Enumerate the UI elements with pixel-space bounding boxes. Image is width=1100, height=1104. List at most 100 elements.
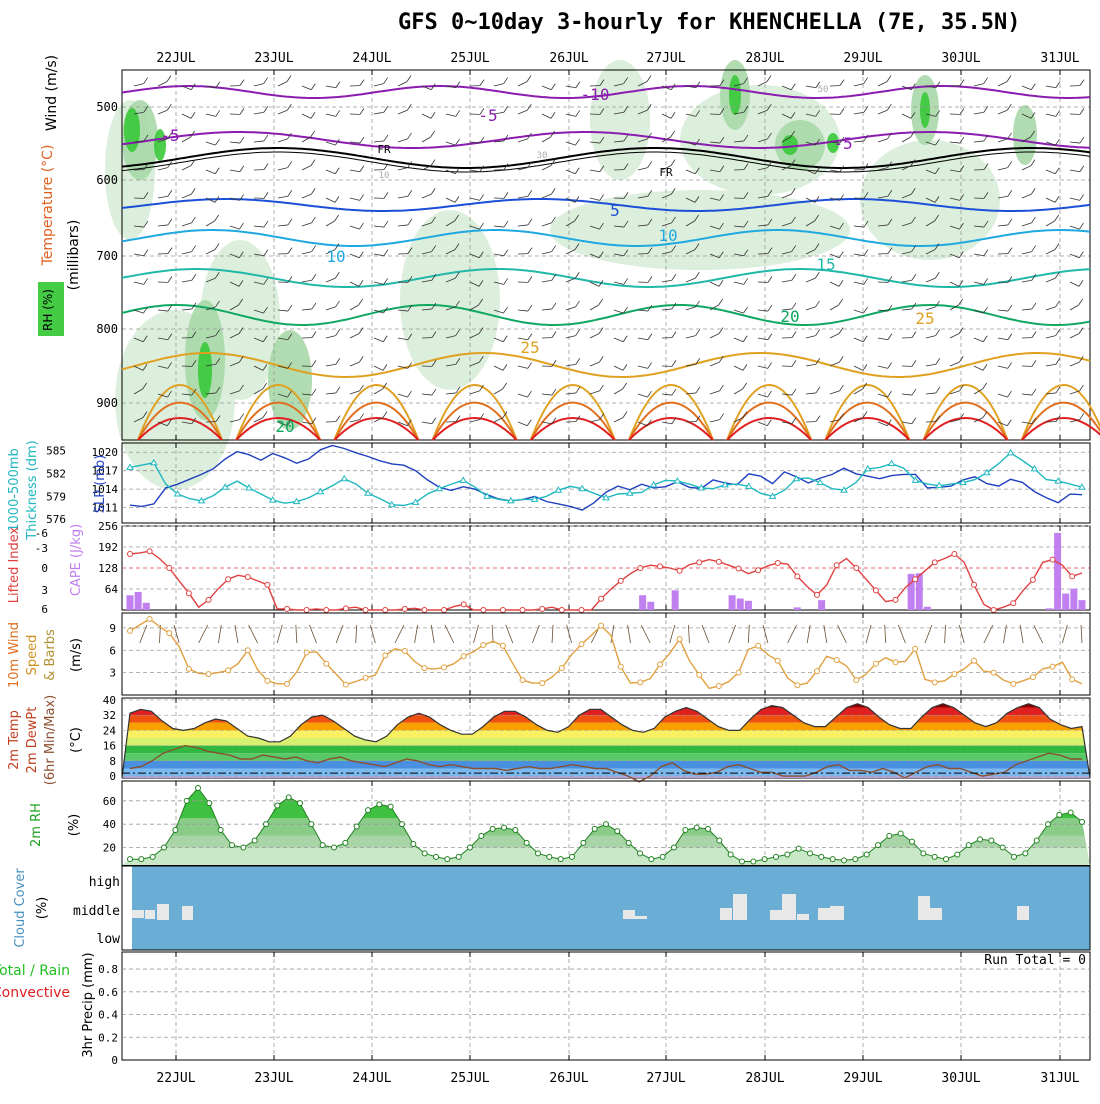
wind-axis-label: Wind (m/s)	[44, 55, 60, 131]
wind-speed-line-point	[795, 683, 800, 688]
rh-point	[1068, 810, 1073, 815]
lifted-index-line-point	[285, 606, 290, 611]
lifted-index-line-point	[854, 566, 859, 571]
pressure-tick-label: 800	[96, 322, 118, 336]
contour-label: -5	[160, 126, 179, 145]
rh-point	[819, 854, 824, 859]
lifted-index-line-point	[520, 608, 525, 613]
rh-point	[660, 854, 665, 859]
rh-tick-label: 20	[103, 842, 116, 855]
date-label-bottom: 29JUL	[843, 1071, 882, 1086]
lifted-index-line-point	[186, 591, 191, 596]
lifted-index-line-point	[128, 552, 133, 557]
rh-point	[751, 859, 756, 864]
rh-band-high	[122, 778, 1090, 819]
lifted-index-line-point	[481, 608, 486, 613]
temp-color-band	[122, 753, 1090, 761]
date-label-top: 28JUL	[745, 51, 784, 66]
cape-bar	[127, 595, 134, 610]
cloud-block	[132, 910, 144, 918]
lifted-index-line-point	[618, 578, 623, 583]
lifted-index-line-point	[265, 582, 270, 587]
lifted-index-line-point	[932, 560, 937, 565]
rh-point	[309, 822, 314, 827]
rh-point	[910, 839, 915, 844]
thickness-axis-label: 1000-500mb	[7, 448, 22, 532]
date-label-bottom: 25JUL	[450, 1071, 489, 1086]
rh-point	[388, 804, 393, 809]
lifted-index-line-point	[206, 597, 211, 602]
lifted-index-line-point	[952, 552, 957, 557]
wind-speed-line-point	[991, 670, 996, 675]
surface-wind-barb	[296, 625, 297, 643]
wind-speed-line-point	[1050, 664, 1055, 669]
wind-speed-line-point	[520, 678, 525, 683]
rh-point	[989, 838, 994, 843]
rh-tick-label: 40	[103, 818, 116, 831]
rh-point	[581, 840, 586, 845]
rh-point	[887, 833, 892, 838]
thickness-tick-label: 585	[46, 445, 66, 458]
lifted-index-line-point	[422, 608, 427, 613]
thickness-line-point	[460, 477, 466, 482]
rh-axis-label: 2m RH	[29, 803, 44, 847]
cloud-block	[797, 914, 809, 920]
cape-tick-label: 192	[98, 541, 118, 554]
lifted-index-line-point	[736, 566, 741, 571]
cloud-block	[830, 906, 844, 920]
cape-bar	[1062, 594, 1069, 610]
temp-tick-label: 0	[109, 770, 116, 783]
lifted-index-line-point	[540, 606, 545, 611]
temp-color-band	[122, 768, 1090, 776]
lifted-index-line-point	[756, 568, 761, 573]
li-tick-label: -6	[35, 527, 48, 540]
rh-point	[184, 798, 189, 803]
wind-speed-line-point	[1011, 681, 1016, 686]
lifted-index-line-point	[991, 608, 996, 613]
contour-label: -10	[581, 85, 610, 104]
wind-speed-line-point	[442, 665, 447, 670]
thickness-line-point	[341, 476, 347, 481]
rh-shade	[782, 135, 798, 155]
rh-point	[853, 857, 858, 862]
rh-point	[570, 854, 575, 859]
date-label-bottom: 26JUL	[549, 1071, 588, 1086]
li-tick-label: 3	[41, 584, 48, 597]
contour-label: 15	[816, 255, 835, 274]
wind-speed-line-point	[913, 646, 918, 651]
wind-speed-line-point	[559, 666, 564, 671]
wind-axis-label: 10m Wind	[7, 622, 22, 688]
temp-axis-label: (°C)	[69, 727, 84, 753]
cloud-level-label: high	[89, 875, 120, 890]
wind-tick-label: 3	[109, 667, 116, 680]
temp-color-band	[122, 746, 1090, 754]
pressure-tick-label: 900	[96, 396, 118, 410]
cloud-block	[145, 910, 155, 919]
wind-speed-line-point	[716, 684, 721, 689]
rh-axis-label: (%)	[67, 814, 82, 837]
rh-point	[479, 833, 484, 838]
cloud-level-label: low	[97, 932, 121, 947]
thickness-tick-label: 576	[46, 513, 66, 526]
rh-point	[173, 828, 178, 833]
temp-color-band	[122, 723, 1090, 731]
wind-speed-line-point	[932, 680, 937, 685]
surface-wind-barb	[218, 625, 221, 643]
temp-axis-label: (6hr Min/Max)	[43, 695, 58, 785]
wind-speed-line-point	[226, 668, 231, 673]
rh-point	[332, 845, 337, 850]
date-label-top: 29JUL	[843, 51, 882, 66]
date-label-bottom: 30JUL	[941, 1071, 980, 1086]
lifted-index-line-point	[815, 592, 820, 597]
cape-bar	[143, 603, 150, 610]
lifted-index-line-point	[461, 602, 466, 607]
lifted-index-line-point	[913, 577, 918, 582]
wind-speed-line-point	[952, 672, 957, 677]
temp-color-band	[122, 730, 1090, 738]
date-label-top: 22JUL	[156, 51, 195, 66]
rh-shade	[124, 108, 140, 152]
wind-speed-line-point	[383, 653, 388, 658]
wind-speed-line-point	[657, 662, 662, 667]
cloud-block	[623, 910, 635, 919]
slp-panel-frame	[122, 443, 1090, 523]
